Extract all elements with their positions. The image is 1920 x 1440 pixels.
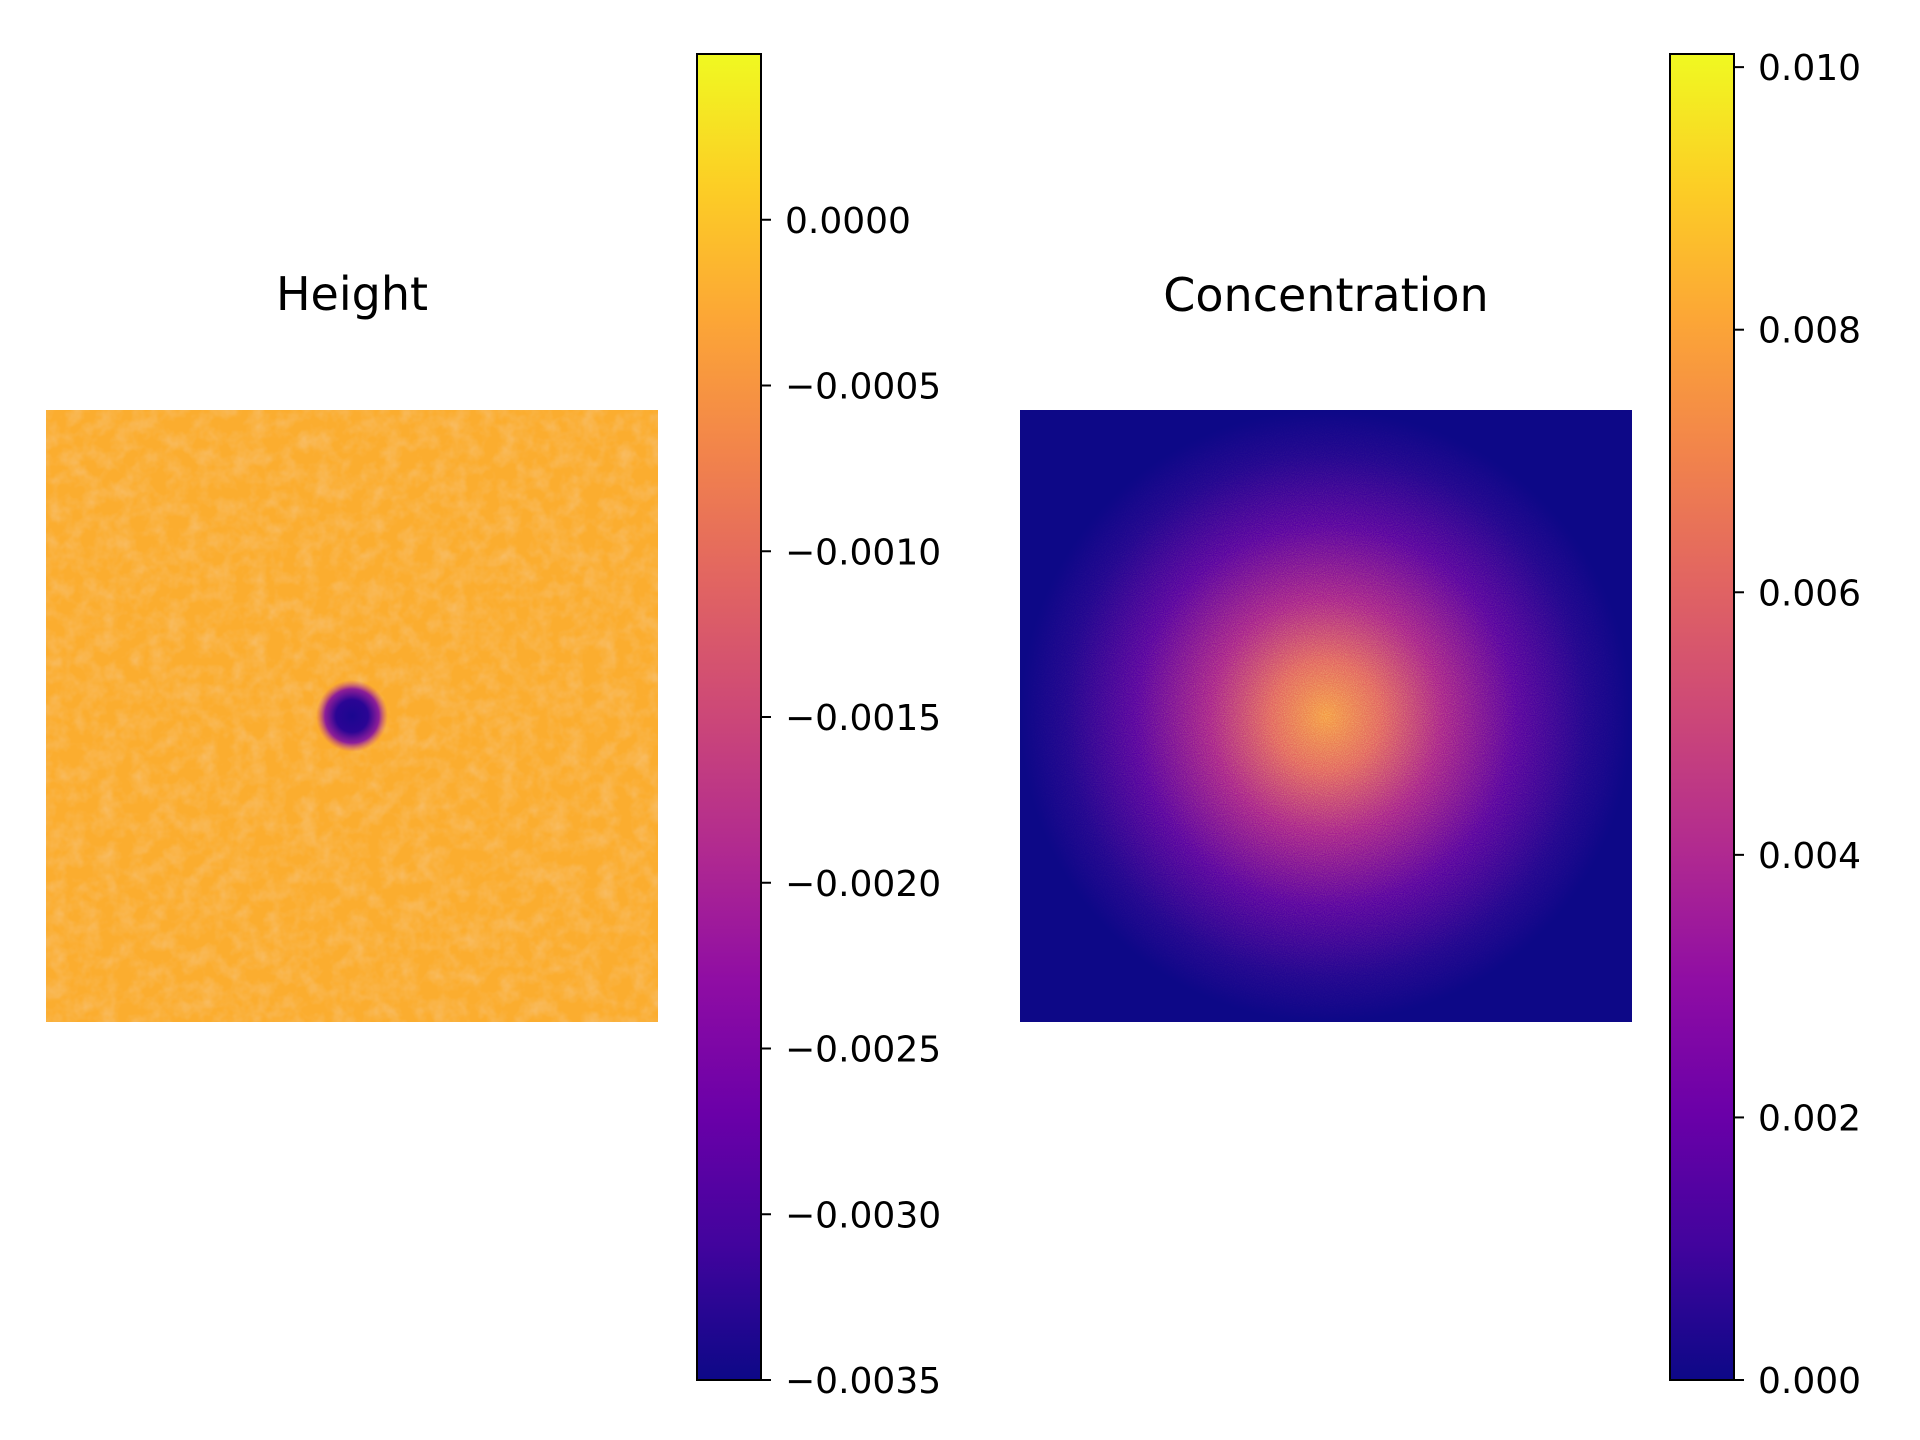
concentration-title: Concentration [1163, 268, 1488, 322]
height-colorbar-tick-label: −0.0035 [785, 1361, 941, 1402]
concentration-colorbar-tick-label: 0.006 [1758, 573, 1861, 614]
concentration-heatmap [1020, 410, 1632, 1022]
concentration-colorbar-tick-label: 0.004 [1758, 836, 1861, 877]
height-colorbar-tick-label: −0.0030 [785, 1195, 941, 1236]
height-colorbar-tick-label: −0.0015 [785, 698, 941, 739]
concentration-colorbar-bar [1669, 53, 1735, 1381]
height-colorbar-tick-label: −0.0025 [785, 1030, 941, 1071]
concentration-colorbar-tick-label: 0.008 [1758, 311, 1861, 352]
concentration-colorbar-tick-label: 0.000 [1758, 1361, 1861, 1402]
height-colorbar-tick-label: 0.0000 [785, 201, 911, 242]
concentration-colorbar-tick-label: 0.010 [1758, 48, 1861, 89]
height-colorbar-tick-label: −0.0005 [785, 367, 941, 408]
height-heatmap [46, 410, 658, 1022]
height-depression [316, 680, 388, 752]
height-colorbar-tick-label: −0.0010 [785, 532, 941, 573]
height-title: Height [276, 267, 428, 321]
concentration-colorbar: 0.010 0.008 0.006 0.004 0.002 0.000 [1669, 48, 1861, 1402]
height-colorbar-bar [696, 53, 762, 1381]
concentration-colorbar-tick-label: 0.002 [1758, 1098, 1861, 1139]
height-colorbar-tick-label: −0.0020 [785, 864, 941, 905]
height-colorbar: 0.0000 −0.0005 −0.0010 −0.0015 −0.0020 −0.002… [696, 53, 941, 1402]
